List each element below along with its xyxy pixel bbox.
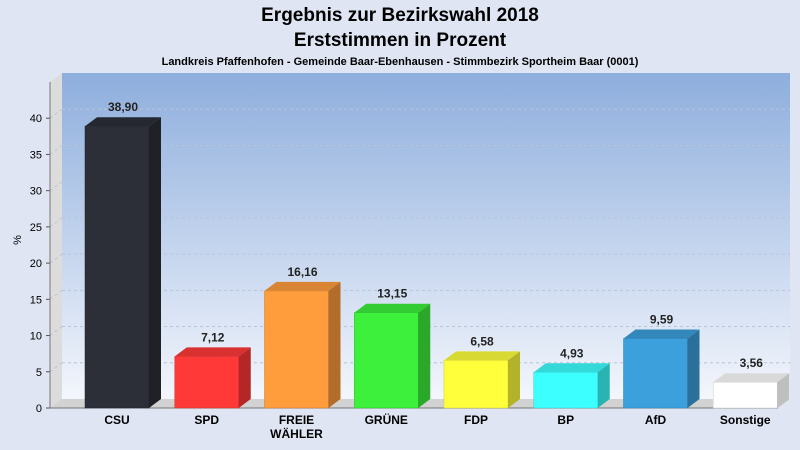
y-tick-label: 20 [30, 258, 42, 270]
bar-front [713, 381, 778, 409]
bar-top [85, 117, 161, 127]
bar-side [508, 351, 520, 408]
y-gridline-side [49, 108, 63, 119]
bar-side [238, 347, 251, 408]
x-category-label: FREIE [279, 413, 314, 427]
bar-csu [84, 117, 161, 409]
y-gridline-side [49, 326, 63, 336]
bar-front [533, 372, 598, 409]
y-gridline-side [49, 217, 63, 228]
bar-top [623, 329, 700, 339]
y-tick-label: 35 [30, 149, 42, 161]
y-tick-label: 25 [30, 222, 42, 234]
bar-value-label: 13,15 [377, 287, 407, 301]
bar-side [687, 329, 700, 408]
bar-front [264, 290, 329, 409]
x-category-label: GRÜNE [365, 412, 408, 427]
bar-fdp [443, 351, 520, 409]
x-category-label: Sonstige [720, 413, 771, 427]
bar-value-label: 3,56 [740, 356, 764, 370]
chart-title: Ergebnis zur Bezirkswahl 2018 [261, 5, 539, 26]
bar-value-label: 4,93 [560, 346, 584, 360]
y-tick-label: 0 [36, 403, 42, 415]
bar-front [623, 338, 688, 409]
bar-top [354, 303, 431, 313]
chart-subtitle: Erststimmen in Prozent [294, 30, 507, 51]
bar-sonstige [713, 373, 790, 409]
bar-afd [623, 329, 700, 409]
x-category-label: CSU [104, 413, 129, 427]
bar-side [149, 117, 161, 409]
bar-top [713, 373, 790, 383]
bar-grüne [354, 303, 431, 409]
y-gridline-side [49, 362, 63, 373]
bar-top [444, 351, 520, 361]
y-gridline-side [49, 145, 63, 155]
y-tick-label: 10 [30, 331, 42, 343]
bar-side [777, 373, 790, 408]
bar-value-label: 9,59 [650, 313, 674, 327]
y-tick-label: 30 [30, 186, 42, 198]
bar-freie-wähler [264, 281, 341, 409]
x-category-label: BP [557, 413, 574, 427]
bar-side [328, 281, 341, 408]
bar-top [533, 363, 610, 373]
bar-value-label: 16,16 [287, 265, 317, 279]
bar-front [443, 360, 509, 409]
bar-front [174, 356, 239, 409]
y-gridline-side [49, 181, 63, 192]
bar-side [597, 363, 610, 408]
bar-bp [533, 363, 610, 409]
bar-top [264, 281, 341, 291]
bar-top [174, 347, 251, 357]
bar-value-label: 38,90 [108, 100, 138, 114]
y-gridline-side [49, 289, 63, 300]
y-tick-label: 15 [30, 294, 42, 306]
bar-value-label: 6,58 [470, 334, 494, 348]
plot-area: 0 5 10 15 20 25 30 35 40 38,90 CSU 7,12 SPD 16,16 FREI… [30, 73, 790, 441]
y-gridline-side [49, 253, 63, 264]
bar-spd [174, 347, 251, 409]
bar-side [418, 303, 431, 408]
x-category-label: AfD [645, 413, 667, 427]
y-axis-label: % [12, 235, 24, 245]
bar-front [354, 312, 419, 409]
x-category-label: FDP [464, 413, 488, 427]
y-tick-label: 5 [36, 367, 42, 379]
bar-value-label: 7,12 [201, 330, 225, 344]
x-category-label: SPD [194, 413, 219, 427]
plot-left-wall [50, 73, 62, 408]
chart-caption: Landkreis Pfaffenhofen - Gemeinde Baar-E… [162, 56, 639, 68]
bar-front [84, 125, 150, 409]
x-category-label: WÄHLER [270, 426, 323, 441]
y-tick-label: 40 [30, 113, 42, 125]
